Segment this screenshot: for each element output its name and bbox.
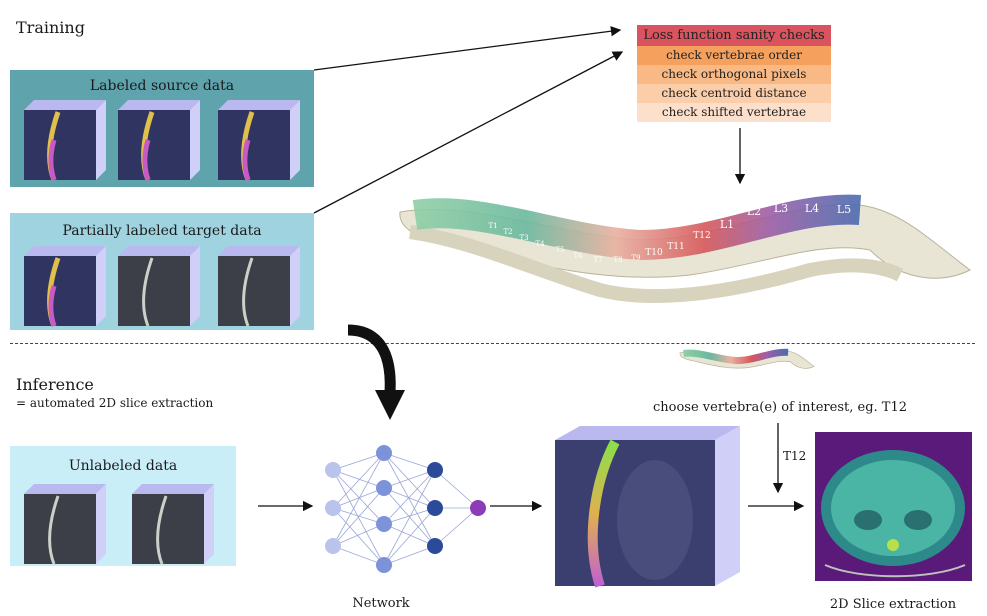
unlabeled-data-title: Unlabeled data [68, 458, 178, 474]
loss-sanity-checks-box: Loss function sanity checks check verteb… [637, 25, 831, 122]
vertebra-label-t5: T5 [555, 246, 564, 254]
vertebra-label-t2: T2 [503, 228, 512, 236]
choose-vertebra-text: choose vertebra(e) of interest, eg. T12 [653, 400, 907, 415]
vertebra-label-l5: L5 [837, 203, 851, 216]
labeled-source-title: Labeled source data [89, 78, 235, 94]
unlabeled-data-panel: Unlabeled data [10, 446, 236, 566]
training-title: Training [16, 18, 85, 37]
spine-vertebra-labels: T1 T2 T3 T4 T5 T6 T7 T8 T9 T10 T11 T12 L1 L2 L3 L4 L5 [488, 202, 851, 264]
partially-labeled-target-panel: Partially labeled target data [10, 213, 314, 330]
loss-title: Loss function sanity checks [637, 25, 831, 46]
neural-network [332, 452, 479, 566]
vertebra-label-t3: T3 [519, 234, 528, 242]
labeled-source-panel: Labeled source data [10, 70, 314, 187]
vertebra-label-t4: T4 [535, 240, 545, 248]
arrow-source-to-loss [313, 26, 622, 71]
network-label: Network [352, 596, 409, 611]
unlabeled-volumes [24, 484, 214, 565]
partially-labeled-target-title: Partially labeled target data [62, 223, 262, 239]
inference-subtitle: = automated 2D slice extraction [16, 396, 214, 410]
vertebra-label-l3: L3 [774, 202, 788, 215]
axial-slice-image [815, 432, 972, 581]
vertebra-label-l4: L4 [805, 202, 819, 215]
vertebra-label-l1: L1 [720, 218, 734, 231]
vertebra-label-t8: T8 [613, 256, 622, 264]
check-shifted-vertebrae: check shifted vertebrae [637, 103, 831, 122]
target-volumes [24, 246, 300, 327]
vertebra-label-t1: T1 [488, 222, 497, 230]
check-orthogonal-pixels: check orthogonal pixels [637, 65, 831, 84]
network-nodes [325, 445, 486, 573]
segmented-ct-volume [555, 426, 740, 588]
vertebra-label-t12: T12 [693, 231, 710, 241]
vertebra-label-l2: L2 [747, 205, 761, 218]
section-divider [10, 343, 975, 344]
arrow-target-to-loss [313, 51, 624, 214]
check-vertebrae-order: check vertebrae order [637, 46, 831, 65]
check-centroid-distance: check centroid distance [637, 84, 831, 103]
vertebra-label-t11: T11 [667, 242, 684, 252]
labeled-source-volumes [24, 100, 300, 181]
slice-extraction-label: 2D Slice extraction [830, 597, 957, 612]
inference-title: Inference [16, 375, 94, 394]
vertebra-label-t9: T9 [631, 254, 640, 262]
small-spine-model [679, 348, 815, 369]
vertebra-label-t6: T6 [573, 252, 583, 260]
vertebra-label-t10: T10 [645, 248, 663, 258]
t12-label: T12 [783, 449, 806, 463]
vertebra-label-t7: T7 [593, 256, 602, 264]
big-curved-arrow [347, 324, 396, 393]
spine-model [399, 194, 971, 304]
